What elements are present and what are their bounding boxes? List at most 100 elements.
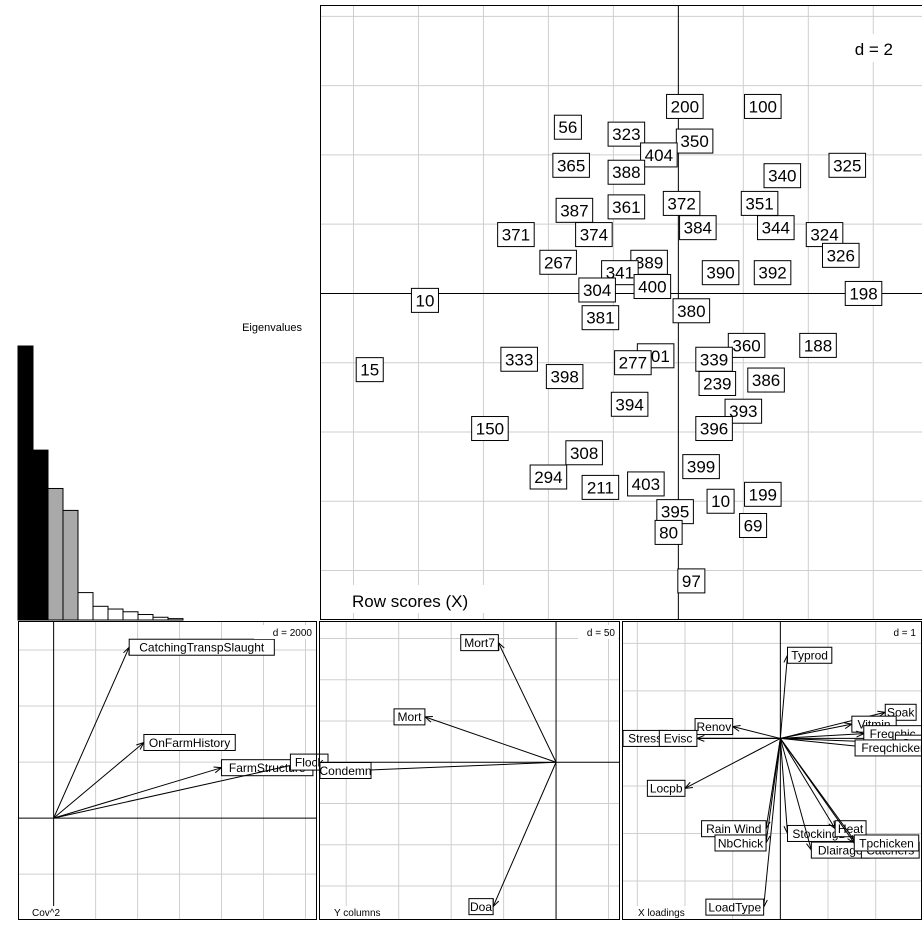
row-score-label: 365 xyxy=(557,156,585,175)
arrow-label-box xyxy=(658,729,698,747)
loading-arrow xyxy=(780,733,864,739)
row-score-label: 97 xyxy=(682,572,701,591)
row-score-label: 380 xyxy=(677,302,705,321)
arrow-label-box xyxy=(393,708,426,726)
row-score-label: 308 xyxy=(570,444,598,463)
arrow-label: FarmStructure xyxy=(229,761,306,775)
row-score-label: 384 xyxy=(684,219,712,238)
row-score-label-box xyxy=(581,305,620,331)
row-score-label: 198 xyxy=(849,284,877,303)
loading-arrow xyxy=(492,762,557,907)
row-score-label: 360 xyxy=(732,336,760,355)
row-score-label-box xyxy=(565,440,603,466)
row-score-label: 398 xyxy=(550,368,578,387)
row-score-label-box xyxy=(677,568,706,594)
row-score-label: 323 xyxy=(612,125,640,144)
arrow-label: Rain Wind xyxy=(706,822,761,836)
arrow-label: Renov xyxy=(697,720,732,734)
cov2-d-label: d = 2000 xyxy=(273,628,313,639)
cov2-title-bg xyxy=(30,906,66,919)
arrow-label: Mort xyxy=(397,710,422,724)
eigenvalue-bar xyxy=(122,611,139,621)
row-score-label: 389 xyxy=(635,253,663,272)
row-score-label-box xyxy=(633,274,672,300)
eigenvalue-bar xyxy=(167,618,184,621)
y-columns-d-label: d = 50 xyxy=(587,628,616,639)
row-score-label: 404 xyxy=(645,146,673,165)
arrow-label: LoadType xyxy=(708,900,761,914)
row-score-label: 394 xyxy=(615,395,643,414)
row-score-label-box xyxy=(575,222,613,248)
row-score-label-box xyxy=(539,249,577,275)
arrow-label: NbChick xyxy=(718,836,764,850)
arrow-label: Mort7 xyxy=(464,636,495,650)
loading-arrow xyxy=(732,726,781,739)
loading-arrow xyxy=(53,767,222,819)
row-score-label-box xyxy=(822,242,860,268)
arrow-label: Stress xyxy=(628,732,662,746)
row-score-label: 351 xyxy=(745,194,773,213)
x-loadings-d-label-bg xyxy=(880,625,920,639)
row-score-label: 399 xyxy=(687,458,715,477)
row-score-label-box xyxy=(607,159,646,185)
arrow-label: Tpchicken xyxy=(859,836,914,850)
row-scores-title-bg xyxy=(346,585,498,613)
row-score-label: 324 xyxy=(810,226,838,245)
row-score-label-box xyxy=(679,215,717,241)
row-score-label-box xyxy=(828,152,867,178)
row-scores-panel: 200 100 56 323 350 404 365 388 340 325 387 361 372 35… xyxy=(320,5,922,620)
row-score-label-box xyxy=(739,512,768,538)
cov2-frame xyxy=(18,621,317,920)
row-scores-points: 200 100 56 323 350 404 365 388 340 325 387 361 372 35… xyxy=(355,93,883,594)
loading-arrow xyxy=(765,738,781,844)
row-score-label-box xyxy=(552,152,590,178)
arrow-label-box xyxy=(694,718,734,736)
x-loadings-arrows: TyprodSoakVitminFreqchicStraiFreqchicken… xyxy=(622,646,922,916)
row-score-label-box xyxy=(654,519,683,545)
row-score-label-box xyxy=(757,215,795,241)
row-score-label: 267 xyxy=(544,253,572,272)
loading-arrow xyxy=(779,655,788,739)
row-score-label-box xyxy=(553,114,582,140)
row-score-label-box xyxy=(545,364,584,390)
eigenvalue-bar xyxy=(92,605,109,621)
arrow-label: CatchingTranspSlaught xyxy=(139,641,265,655)
row-score-label: 325 xyxy=(833,156,861,175)
row-score-label-box xyxy=(581,474,620,500)
eigenvalues-bars xyxy=(17,345,184,621)
arrow-label: Typrod xyxy=(791,649,828,663)
loading-arrow xyxy=(779,738,836,829)
row-score-label: 393 xyxy=(729,402,757,421)
arrow-label: Evisc xyxy=(664,732,693,746)
row-score-label-box xyxy=(675,128,714,154)
row-score-label-box xyxy=(744,481,782,507)
loading-arrow xyxy=(497,642,557,763)
row-score-label-box xyxy=(355,357,384,383)
row-score-label-box xyxy=(656,499,694,525)
row-score-label: 188 xyxy=(804,336,832,355)
arrow-label-box xyxy=(786,646,833,664)
row-score-label: 344 xyxy=(762,219,790,238)
x-loadings-panel: TyprodSoakVitminFreqchicStraiFreqchicken… xyxy=(622,621,922,920)
x-loadings-d-label: d = 1 xyxy=(893,628,916,639)
x-loadings-grid xyxy=(623,622,921,919)
row-score-label: 403 xyxy=(632,475,660,494)
row-score-label: 361 xyxy=(612,198,640,217)
row-score-label-box xyxy=(805,222,844,248)
row-score-label: 211 xyxy=(587,478,614,497)
eigenvalue-bar xyxy=(32,449,49,621)
eigenvalues-panel: Eigenvalues xyxy=(17,322,302,621)
eigenvalue-bar xyxy=(17,345,34,621)
loading-arrow xyxy=(53,742,145,819)
row-score-label: 277 xyxy=(619,354,647,373)
row-scores-title: Row scores (X) xyxy=(352,592,468,611)
row-score-label-box xyxy=(614,350,652,376)
loading-arrow xyxy=(763,738,781,908)
row-scores-frame xyxy=(320,5,922,620)
eigenvalue-bar xyxy=(137,614,154,621)
row-score-label: 372 xyxy=(667,194,695,213)
row-score-label: 56 xyxy=(558,118,577,137)
row-score-label: 381 xyxy=(586,309,614,328)
row-score-label: 396 xyxy=(700,420,728,439)
loading-arrow xyxy=(779,738,812,851)
